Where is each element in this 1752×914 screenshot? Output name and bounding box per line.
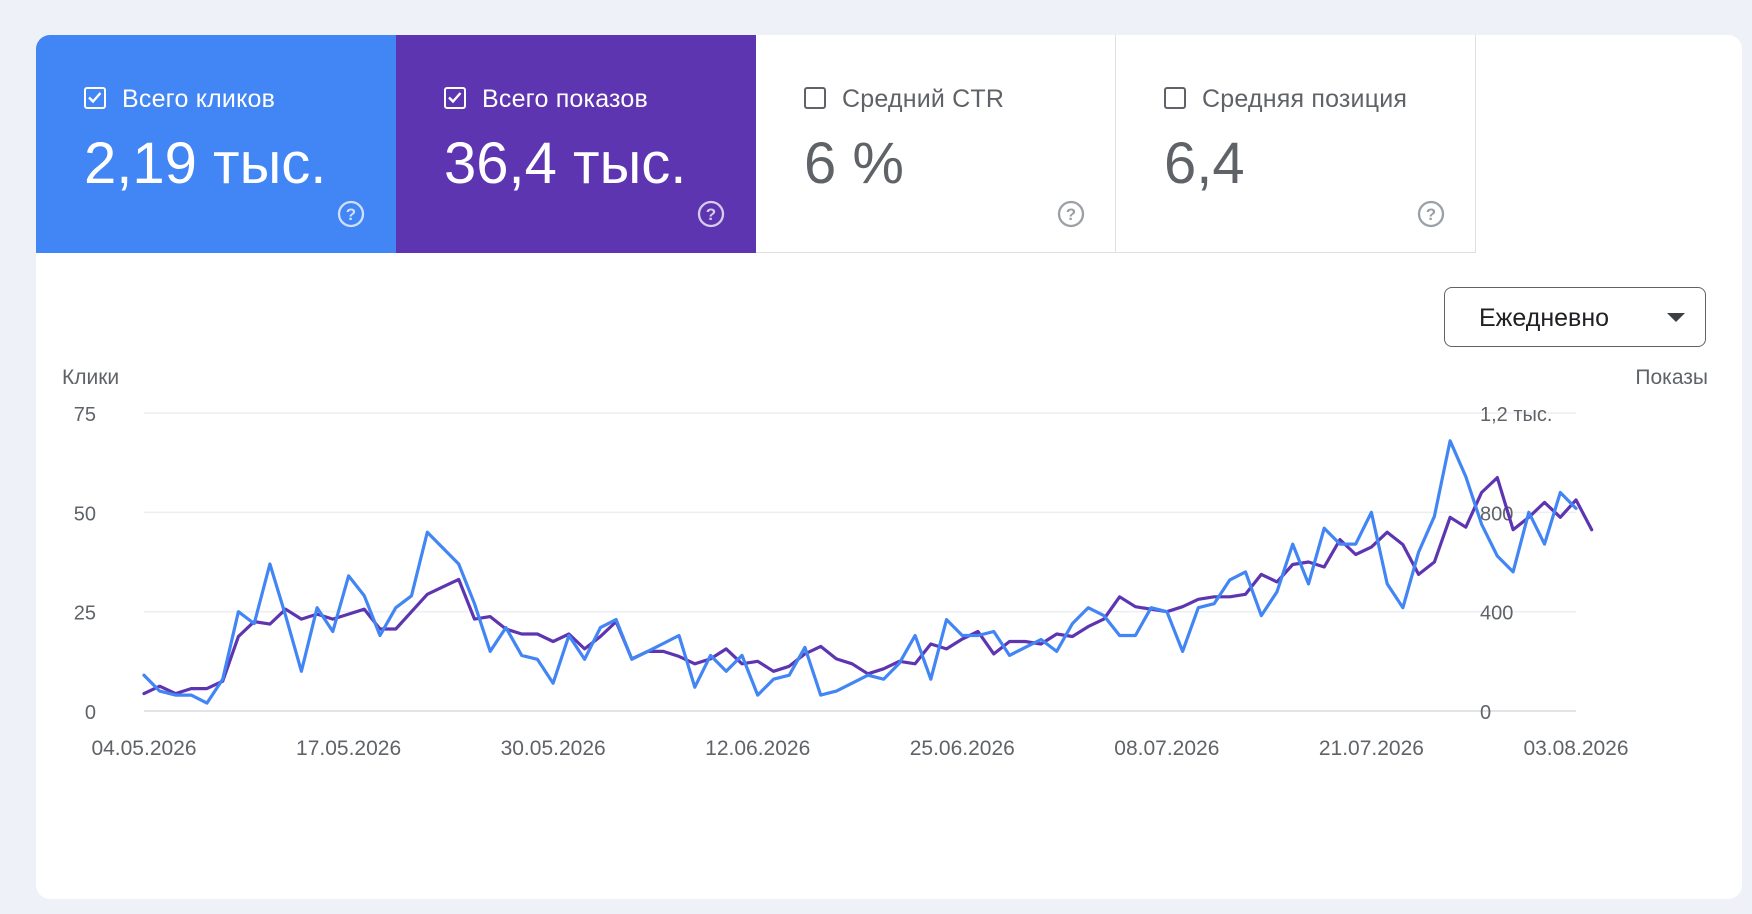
svg-text:?: ?: [346, 205, 356, 224]
x-tick-label: 30.05.2026: [501, 737, 606, 760]
metric-average-position[interactable]: Средняя позиция 6,4 ?: [1116, 35, 1476, 253]
question-circle-icon[interactable]: ?: [1056, 199, 1086, 229]
metric-total-impressions[interactable]: Всего показов 36,4 тыс. ?: [396, 35, 756, 253]
metric-value: 6 %: [804, 131, 904, 196]
granularity-dropdown[interactable]: Ежедневно: [1444, 287, 1706, 347]
y-left-tick-label: 25: [74, 603, 96, 625]
metric-value: 6,4: [1164, 131, 1245, 196]
performance-card: 0 25 50 75 0 400 800 1,2 тыс. Клики Показы 04.05.2…: [36, 35, 1742, 899]
series-line-impressions: [142, 476, 1594, 696]
metric-label: Всего кликов: [122, 85, 276, 113]
y-left-axis-title: Клики: [62, 366, 119, 389]
checkbox-unchecked-icon[interactable]: [804, 87, 826, 109]
y-left-tick-label: 50: [74, 503, 96, 525]
svg-text:?: ?: [1426, 205, 1436, 224]
x-tick-label: 21.07.2026: [1319, 737, 1424, 760]
metric-average-ctr[interactable]: Средний CTR 6 % ?: [756, 35, 1116, 253]
checkbox-unchecked-icon[interactable]: [1164, 87, 1186, 109]
question-circle-icon[interactable]: ?: [1416, 199, 1446, 229]
x-tick-label: 03.08.2026: [1523, 737, 1628, 760]
x-tick-label: 12.06.2026: [705, 737, 810, 760]
series-line-clicks: [142, 439, 1578, 705]
metric-label: Средняя позиция: [1202, 85, 1408, 113]
metric-tiles: Всего кликов 2,19 тыс. ? Всего показов 3…: [36, 35, 1476, 253]
y-right-tick-label: 800: [1480, 503, 1513, 525]
x-tick-label: 17.05.2026: [296, 737, 401, 760]
y-right-tick-label: 1,2 тыс.: [1480, 404, 1552, 426]
metric-total-clicks[interactable]: Всего кликов 2,19 тыс. ?: [36, 35, 396, 253]
x-tick-label: 08.07.2026: [1114, 737, 1219, 760]
caret-down-icon: [1667, 313, 1685, 322]
y-right-tick-label: 400: [1480, 603, 1513, 625]
metric-label: Средний CTR: [842, 85, 1005, 113]
performance-chart: 0 25 50 75 0 400 800 1,2 тыс. Клики Показы 04.05.2…: [62, 366, 1708, 760]
metric-value: 2,19 тыс.: [84, 131, 327, 196]
granularity-label: Ежедневно: [1479, 304, 1610, 332]
y-right-tick-label: 0: [1480, 702, 1491, 724]
y-right-axis-title: Показы: [1635, 366, 1708, 389]
y-left-tick-label: 75: [74, 404, 96, 426]
y-left-tick-label: 0: [85, 702, 96, 724]
svg-text:?: ?: [1066, 205, 1076, 224]
x-tick-label: 25.06.2026: [910, 737, 1015, 760]
metric-label: Всего показов: [482, 85, 649, 113]
x-tick-label: 04.05.2026: [91, 737, 196, 760]
metric-value: 36,4 тыс.: [444, 131, 687, 196]
svg-text:?: ?: [706, 205, 716, 224]
checkbox-checked-icon[interactable]: [444, 87, 466, 109]
question-circle-icon[interactable]: ?: [696, 199, 726, 229]
checkbox-checked-icon[interactable]: [84, 87, 106, 109]
question-circle-icon[interactable]: ?: [336, 199, 366, 229]
